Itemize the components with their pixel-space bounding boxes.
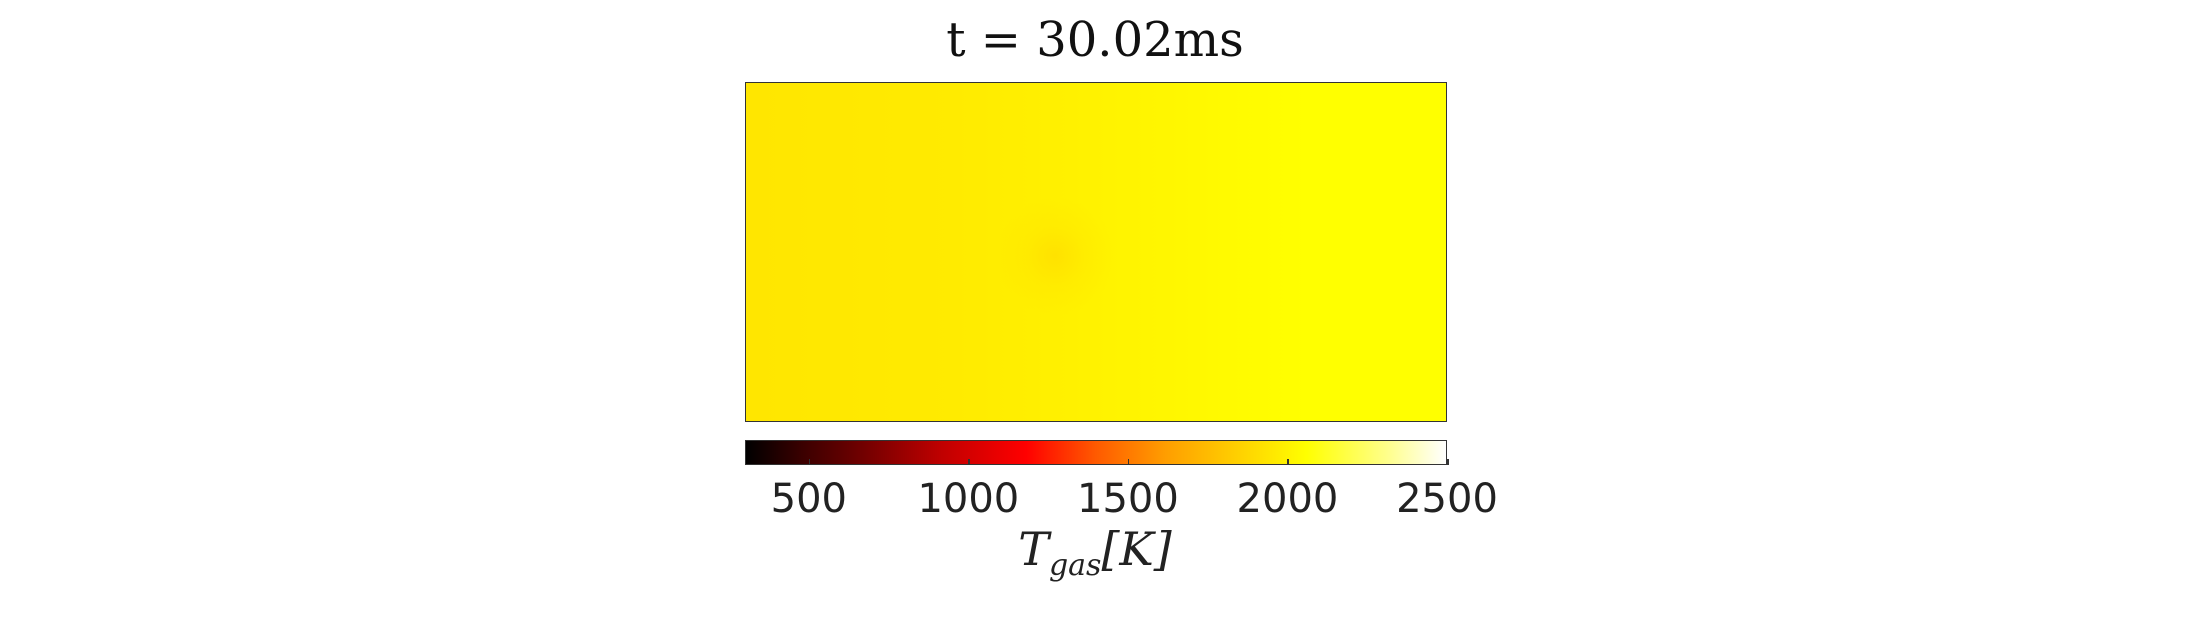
heatmap-hotspot <box>995 196 1115 316</box>
colorbar-label: Tgas[K] <box>995 522 1195 583</box>
colorbar-tick-label: 500 <box>770 476 847 522</box>
colorbar-tick-mark <box>808 459 811 465</box>
colorbar-tick-label: 1500 <box>1077 476 1179 522</box>
colorbar-tick-mark <box>968 459 970 465</box>
colorbar-tick-mark <box>1447 459 1449 465</box>
colorbar-tick-label: 1000 <box>917 476 1020 522</box>
colorbar-tick-mark <box>1127 459 1130 465</box>
heatmap-plot-area <box>745 82 1447 422</box>
colorbar-tick-label: 2500 <box>1396 476 1498 522</box>
chart-title: t = 30.02ms <box>946 12 1244 68</box>
colorbar-tick-label: 2000 <box>1236 476 1339 522</box>
colorbar-tick-mark <box>1287 459 1289 465</box>
colorbar-label-text: Tgas[K] <box>1018 522 1172 584</box>
colorbar <box>745 440 1447 465</box>
